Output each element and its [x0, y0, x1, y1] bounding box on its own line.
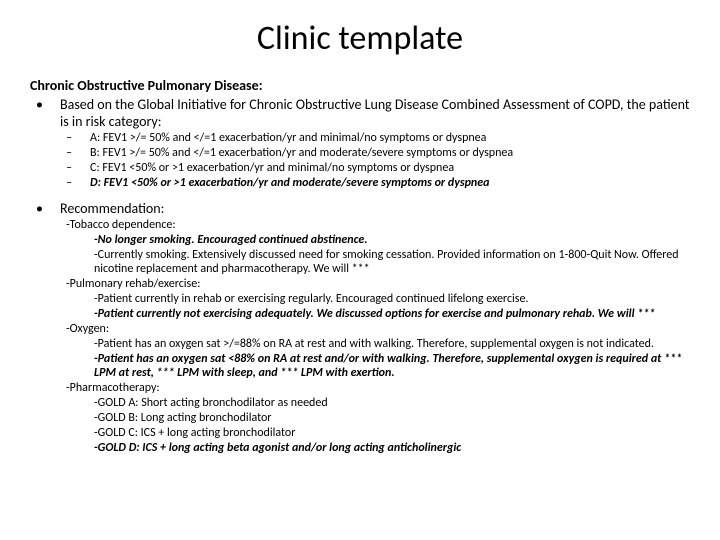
category-text: D: FEV1 <50% or >1 exacerbation/yr and m…	[90, 176, 690, 190]
section-item-row: -GOLD A: Short acting bronchodilator as …	[30, 396, 690, 410]
section-title-row: -Pulmonary rehab/exercise:	[30, 277, 690, 291]
section-item-row: -Patient has an oxygen sat >/=88% on RA …	[30, 337, 690, 351]
section-item-row: -Patient has an oxygen sat <88% on RA at…	[30, 352, 690, 380]
section-title: -Oxygen:	[30, 322, 690, 336]
section-title-row: -Tobacco dependence:	[30, 218, 690, 232]
bullet-icon: •	[30, 96, 60, 130]
category-row: –A: FEV1 >/= 50% and </=1 exacerbation/y…	[30, 131, 690, 145]
section-item-text: -GOLD B: Long acting bronchodilator	[30, 411, 690, 425]
section-title-row: -Pharmacotherapy:	[30, 381, 690, 395]
category-row: –D: FEV1 <50% or >1 exacerbation/yr and …	[30, 176, 690, 190]
section-item-text: -GOLD A: Short acting bronchodilator as …	[30, 396, 690, 410]
section-item-text: -GOLD C: ICS + long acting bronchodilato…	[30, 426, 690, 440]
section-item-text: -Currently smoking. Extensively discusse…	[30, 248, 690, 276]
section-item-row: -Currently smoking. Extensively discusse…	[30, 248, 690, 276]
category-text: B: FEV1 >/= 50% and </=1 exacerbation/yr…	[90, 146, 690, 160]
section-item-row: -GOLD C: ICS + long acting bronchodilato…	[30, 426, 690, 440]
section-item-row: -GOLD B: Long acting bronchodilator	[30, 411, 690, 425]
recommendation-label: Recommendation:	[60, 200, 690, 217]
category-text: A: FEV1 >/= 50% and </=1 exacerbation/yr…	[90, 131, 690, 145]
section-title: -Tobacco dependence:	[30, 218, 690, 232]
dash-icon: –	[30, 161, 90, 175]
section-item-row: -GOLD D: ICS + long acting beta agonist …	[30, 441, 690, 455]
section-title: -Pharmacotherapy:	[30, 381, 690, 395]
dash-icon: –	[30, 131, 90, 145]
section-item-text: -Patient has an oxygen sat >/=88% on RA …	[30, 337, 690, 351]
section-title-row: -Oxygen:	[30, 322, 690, 336]
dash-icon: –	[30, 176, 90, 190]
recommendation-sections: -Tobacco dependence:-No longer smoking. …	[30, 218, 690, 455]
section-item-text: -GOLD D: ICS + long acting beta agonist …	[30, 441, 690, 455]
section-item-text: -Patient currently not exercising adequa…	[30, 307, 690, 321]
category-row: –B: FEV1 >/= 50% and </=1 exacerbation/y…	[30, 146, 690, 160]
intro-row: • Based on the Global Initiative for Chr…	[30, 96, 690, 130]
section-item-row: -Patient currently not exercising adequa…	[30, 307, 690, 321]
recommendation-block: • Recommendation: -Tobacco dependence:-N…	[30, 200, 690, 455]
section-item-row: -Patient currently in rehab or exercisin…	[30, 292, 690, 306]
category-text: C: FEV1 <50% or >1 exacerbation/yr and m…	[90, 161, 690, 175]
section-item-row: -No longer smoking. Encouraged continued…	[30, 233, 690, 247]
category-list: –A: FEV1 >/= 50% and </=1 exacerbation/y…	[30, 131, 690, 190]
intro-text: Based on the Global Initiative for Chron…	[60, 96, 690, 130]
category-row: –C: FEV1 <50% or >1 exacerbation/yr and …	[30, 161, 690, 175]
dash-icon: –	[30, 146, 90, 160]
page-title: Clinic template	[30, 18, 690, 59]
section-item-text: -Patient currently in rehab or exercisin…	[30, 292, 690, 306]
section-item-text: -Patient has an oxygen sat <88% on RA at…	[30, 352, 690, 380]
disease-heading: Chronic Obstructive Pulmonary Disease:	[30, 77, 690, 94]
section-item-text: -No longer smoking. Encouraged continued…	[30, 233, 690, 247]
section-title: -Pulmonary rehab/exercise:	[30, 277, 690, 291]
bullet-icon: •	[30, 200, 60, 217]
